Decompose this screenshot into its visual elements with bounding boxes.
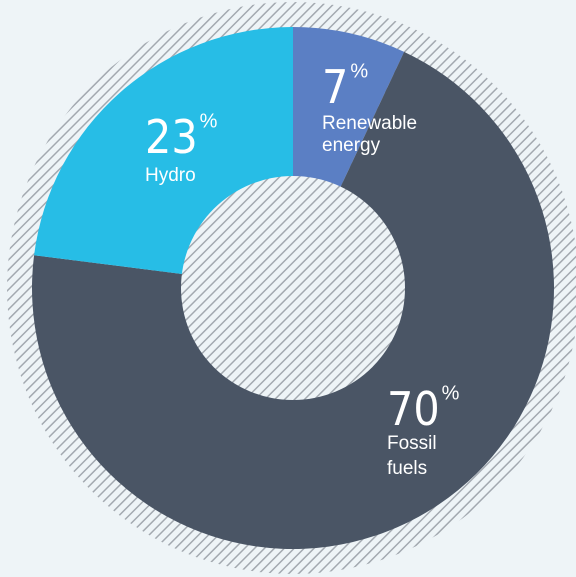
slice-name-label: energy [322,135,381,156]
label-hydro: 23 % Hydro [145,110,218,186]
slice-value-label: 7 [322,60,348,114]
slice-name-label: fuels [387,458,427,479]
slice-value-label: 70 [387,382,440,436]
slice-name-label: Hydro [145,165,196,186]
label-fossil-fuels: 70 % Fossil fuels [387,382,460,479]
percent-sign: % [200,111,218,133]
slice-name-label: Fossil [387,433,437,454]
slice-name-label: Renewable [322,113,417,134]
hatched-donut-hole [181,176,405,400]
percent-sign: % [350,61,368,83]
slice-value-label: 23 [145,110,198,164]
percent-sign: % [442,383,460,405]
